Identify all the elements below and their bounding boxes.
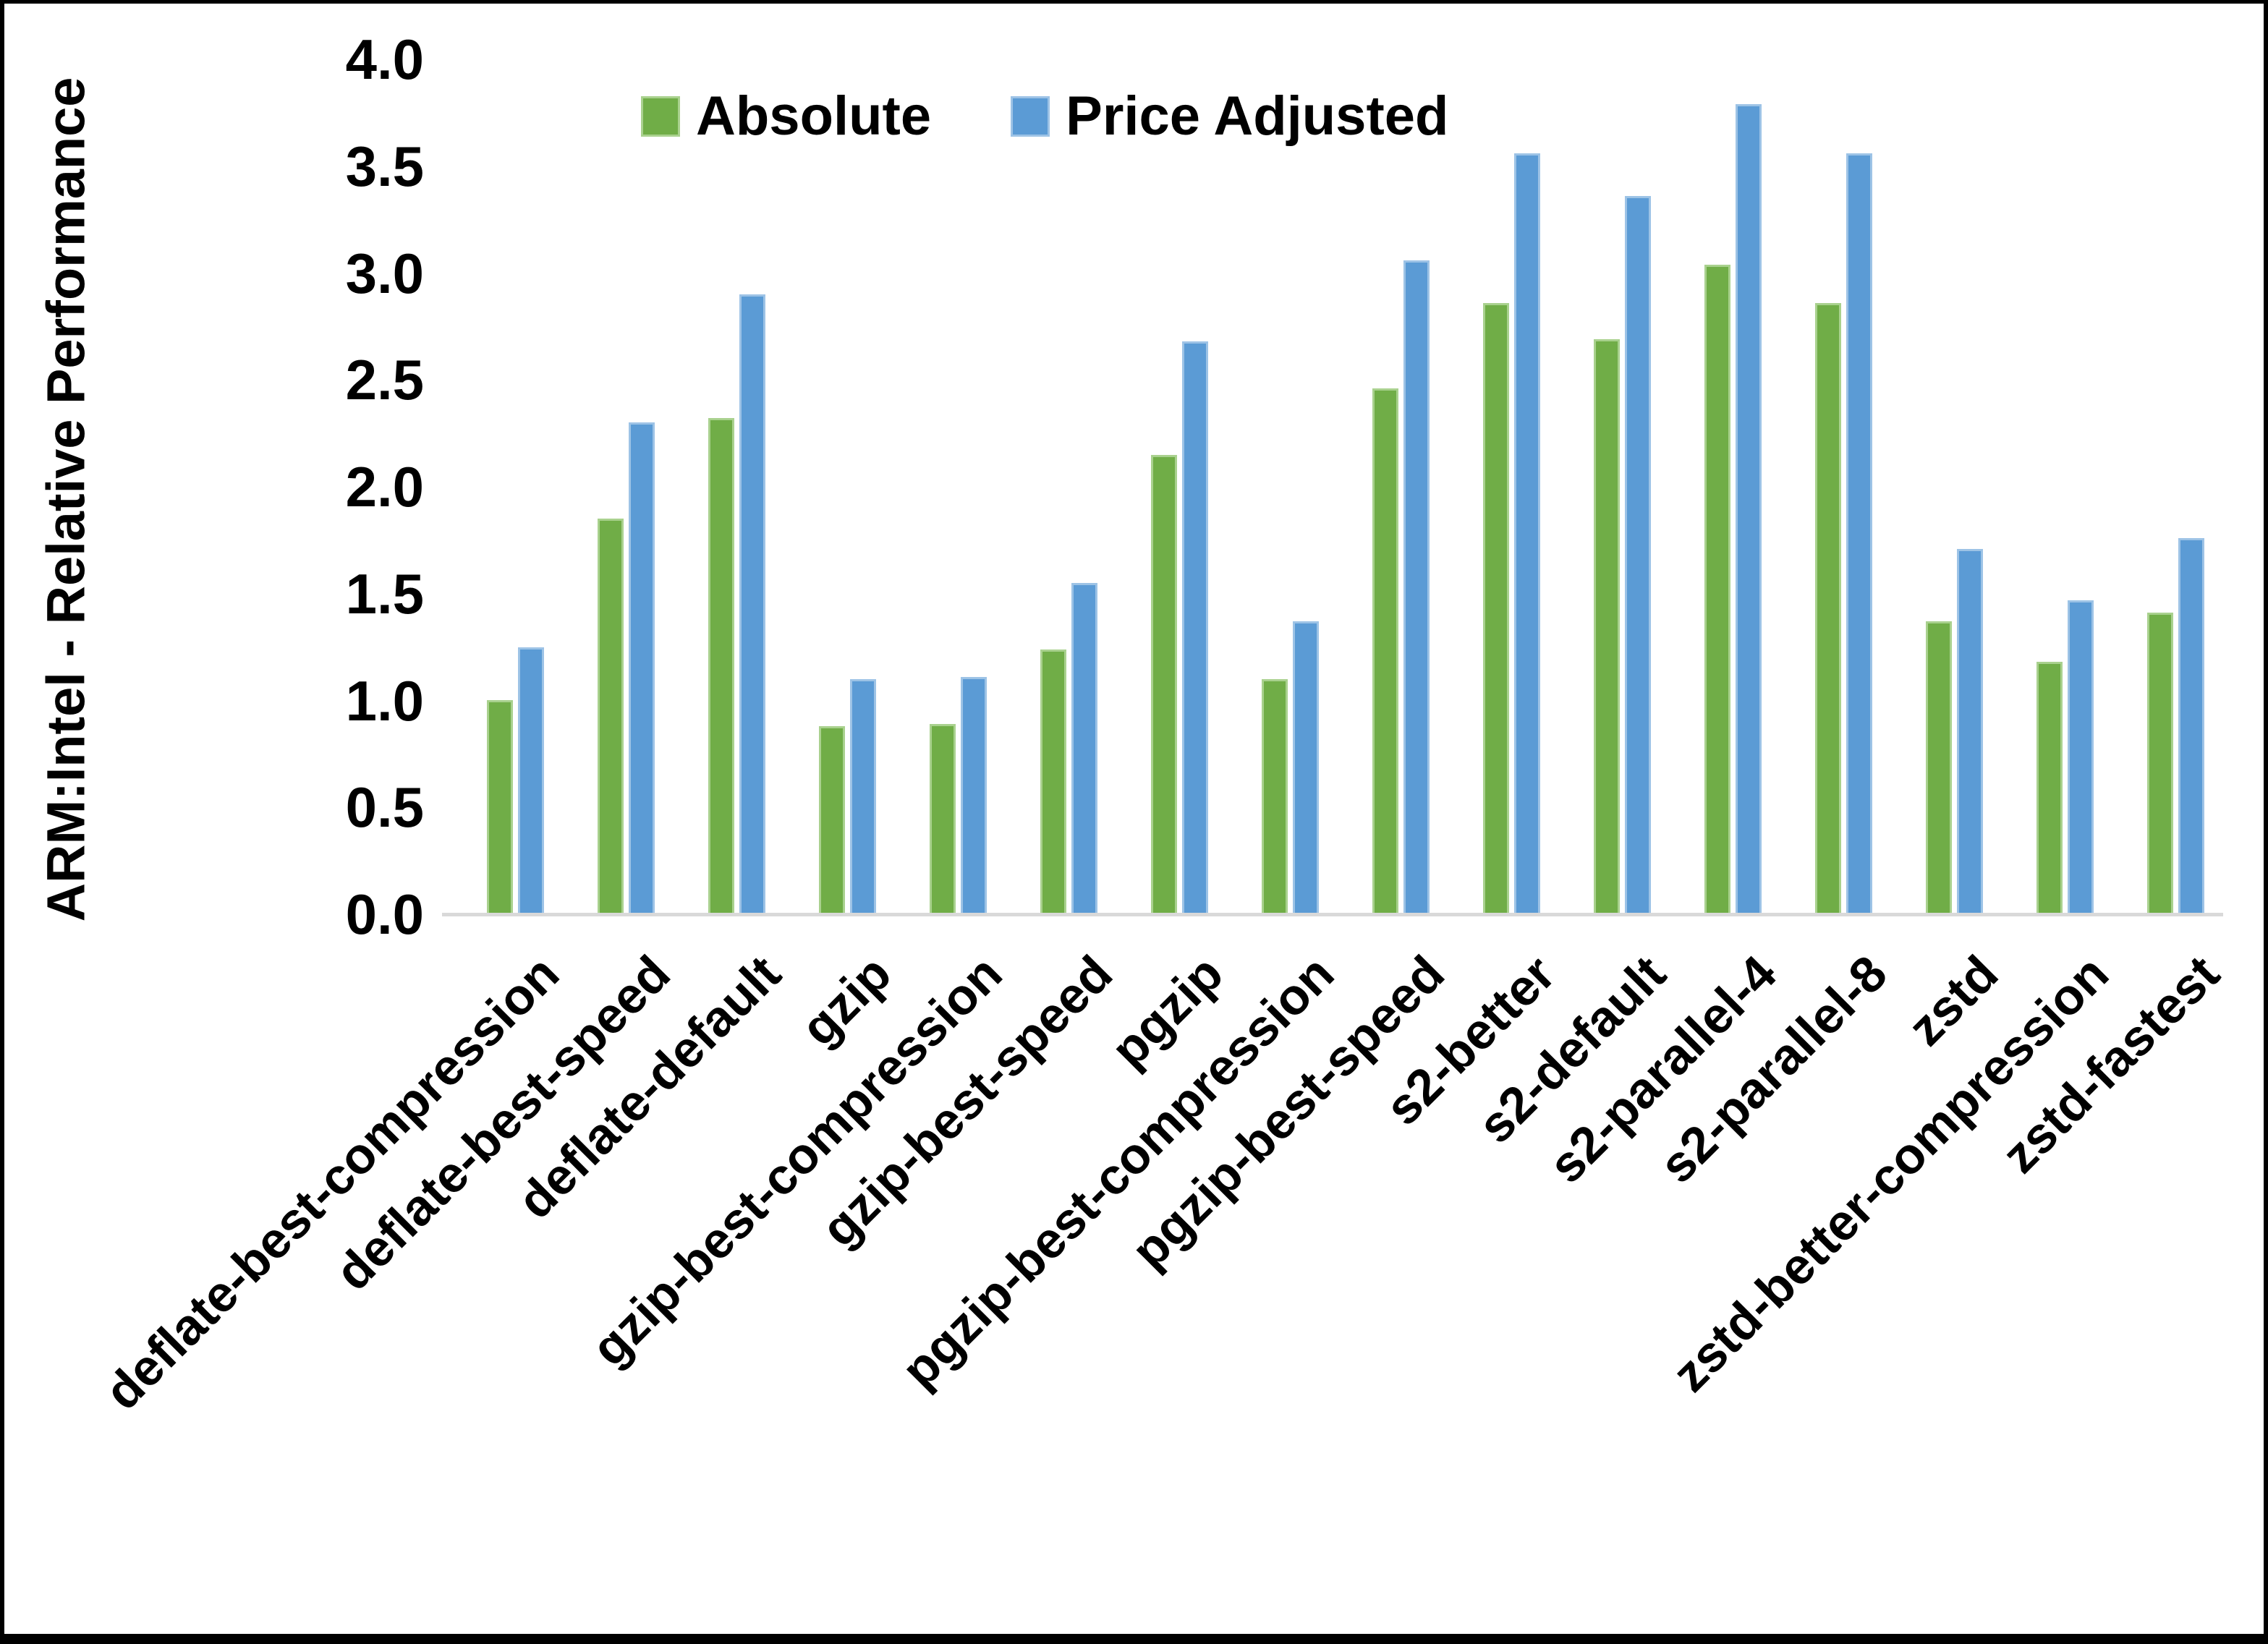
plot-area	[451, 59, 2222, 914]
bar-price-adjusted-pgzip-best-speed	[1403, 260, 1430, 914]
bar-absolute-s2-parallel-8	[1815, 303, 1841, 914]
bar-price-adjusted-s2-parallel-4	[1736, 104, 1762, 914]
legend-label: Absolute	[696, 85, 932, 147]
bar-absolute-deflate-default	[708, 418, 734, 914]
bar-absolute-pgzip-best-speed	[1372, 388, 1398, 914]
bar-absolute-zstd-better-compression	[2036, 662, 2063, 914]
bar-absolute-deflate-best-speed	[598, 519, 624, 914]
legend-label: Price Adjusted	[1066, 85, 1449, 147]
bar-absolute-s2-better	[1483, 303, 1509, 914]
x-axis-label-deflate-best-compression: deflate-best-compression	[93, 945, 570, 1421]
bar-price-adjusted-gzip-best-compression	[961, 677, 987, 914]
bar-price-adjusted-zstd-fastest	[2178, 538, 2204, 914]
y-axis-tick-4.0: 4.0	[345, 27, 424, 91]
y-axis-tick-1.5: 1.5	[345, 562, 424, 626]
y-axis-tick-3.5: 3.5	[345, 135, 424, 198]
legend: Absolute Price Adjusted	[641, 89, 1448, 144]
bar-absolute-pgzip-best-compression	[1262, 679, 1288, 914]
legend-swatch-icon	[1011, 96, 1050, 137]
bar-absolute-s2-default	[1594, 339, 1620, 914]
y-axis-tick-0.0: 0.0	[345, 882, 424, 946]
bar-price-adjusted-s2-default	[1625, 196, 1651, 914]
y-axis-tick-1.0: 1.0	[345, 669, 424, 733]
bar-price-adjusted-deflate-best-compression	[518, 647, 544, 914]
y-axis-tick-0.5: 0.5	[345, 775, 424, 839]
bar-absolute-gzip	[819, 726, 845, 914]
legend-swatch-icon	[641, 96, 680, 137]
bar-absolute-deflate-best-compression	[487, 700, 513, 914]
y-axis-tick-2.5: 2.5	[345, 348, 424, 412]
bar-price-adjusted-s2-parallel-8	[1846, 153, 1872, 914]
bar-absolute-pgzip	[1151, 455, 1177, 914]
legend-item-absolute: Absolute	[641, 89, 931, 144]
y-axis-title-text: ARM:Intel - Relative Performance	[35, 77, 96, 921]
bar-price-adjusted-deflate-default	[739, 294, 765, 914]
bar-absolute-gzip-best-compression	[930, 724, 956, 914]
bar-price-adjusted-pgzip	[1182, 341, 1208, 914]
bar-absolute-gzip-best-speed	[1040, 649, 1066, 914]
y-axis-tick-2.0: 2.0	[345, 455, 424, 519]
y-axis-title: ARM:Intel - Relative Performance	[12, 47, 120, 951]
y-axis-tick-3.0: 3.0	[345, 242, 424, 305]
bar-absolute-s2-parallel-4	[1704, 265, 1730, 914]
bar-price-adjusted-zstd-better-compression	[2068, 600, 2094, 914]
bar-price-adjusted-deflate-best-speed	[629, 422, 655, 914]
bar-absolute-zstd	[1926, 621, 1952, 914]
x-axis-line	[442, 913, 2223, 916]
bar-price-adjusted-gzip	[850, 679, 876, 914]
bar-price-adjusted-pgzip-best-compression	[1293, 621, 1319, 914]
bar-price-adjusted-s2-better	[1514, 153, 1540, 914]
bar-price-adjusted-zstd	[1957, 549, 1983, 914]
legend-item-price-adjusted: Price Adjusted	[1011, 89, 1448, 144]
bar-absolute-zstd-fastest	[2147, 613, 2173, 914]
bar-price-adjusted-gzip-best-speed	[1071, 583, 1097, 914]
